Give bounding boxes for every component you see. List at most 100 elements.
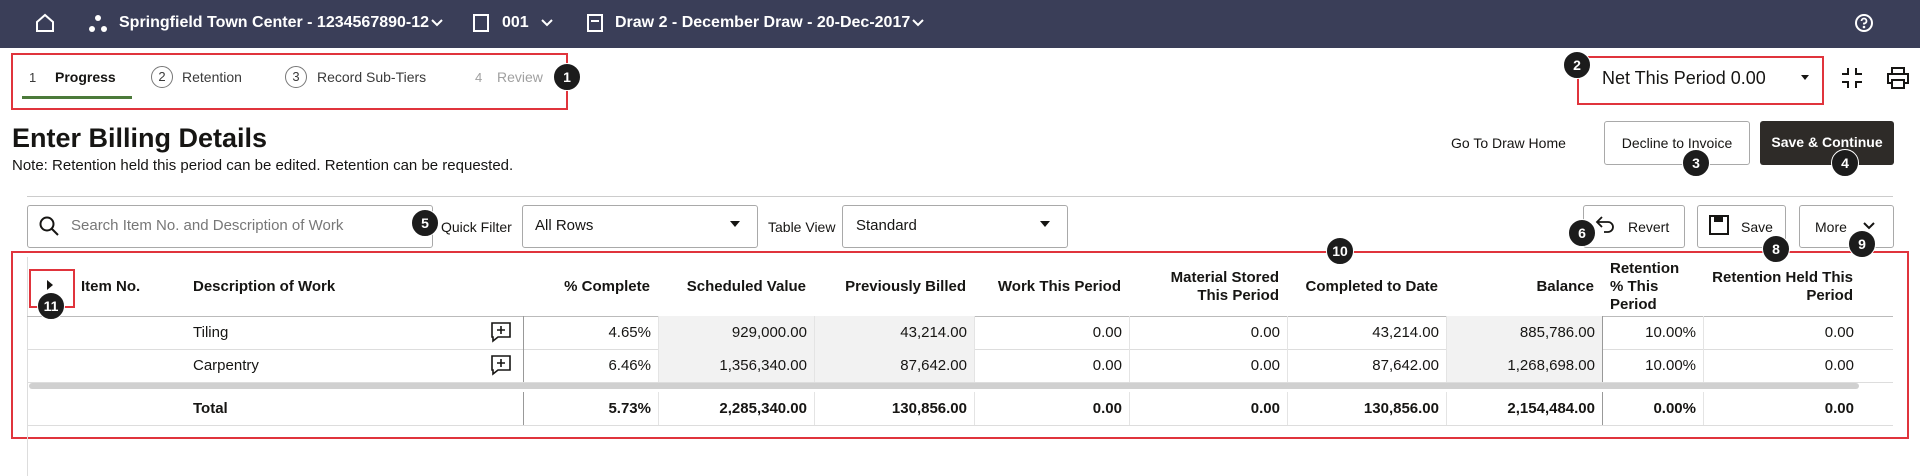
total-label: Total — [193, 400, 228, 417]
cell: 0.00 — [1703, 316, 1862, 349]
divider — [27, 196, 1893, 197]
table-highlight — [11, 251, 1909, 439]
chevron — [1863, 222, 1875, 230]
cell: 4.65% — [523, 316, 659, 349]
collapse-icon[interactable] — [1840, 66, 1864, 90]
save-label: Save — [1741, 219, 1773, 235]
cell: 10.00% — [1602, 349, 1704, 382]
search-icon — [39, 216, 59, 236]
callout: 9 — [1848, 230, 1876, 258]
cell: 885,786.00 — [1446, 316, 1603, 349]
description: Tiling — [193, 324, 229, 341]
callout: 4 — [1831, 149, 1859, 177]
column-header[interactable]: Description of Work — [193, 277, 336, 295]
net-highlight — [1577, 56, 1824, 105]
column-header[interactable]: Previously Billed — [845, 277, 966, 295]
column-header[interactable]: Item No. — [81, 277, 141, 295]
save-button[interactable] — [1697, 205, 1786, 248]
cell: 5.73% — [523, 392, 659, 425]
column-header[interactable]: % Complete — [564, 277, 650, 295]
cell: 2,285,340.00 — [658, 392, 815, 425]
print-icon[interactable] — [1886, 66, 1910, 90]
step-number: 2 — [151, 66, 173, 88]
net-this-period[interactable]: Net This Period 0.00 — [1602, 68, 1766, 88]
step-label: Review — [497, 69, 543, 85]
cell: 0.00 — [1703, 392, 1862, 425]
cell: 0.00 — [974, 316, 1130, 349]
cell: 43,214.00 — [1287, 316, 1447, 349]
search-placeholder: Search Item No. and Description of Work — [71, 217, 344, 234]
scrollbar[interactable] — [29, 383, 1859, 389]
chevron — [541, 19, 553, 27]
caret — [1801, 75, 1809, 80]
column-header[interactable]: Scheduled Value — [686, 277, 806, 295]
step-label[interactable]: Retention — [182, 69, 242, 85]
cell: 87,642.00 — [814, 349, 975, 382]
cell: 130,856.00 — [814, 392, 975, 425]
chevron — [431, 19, 443, 27]
cell: 1,268,698.00 — [1446, 349, 1603, 382]
revert-button[interactable] — [1583, 205, 1685, 248]
more-label: More — [1815, 219, 1847, 235]
cell: 10.00% — [1602, 316, 1704, 349]
active-step-bar — [22, 96, 132, 99]
save-icon — [1709, 215, 1729, 235]
cell: 0.00 — [974, 392, 1130, 425]
callout: 8 — [1762, 235, 1790, 263]
column-header[interactable]: Material Stored This Period — [1170, 268, 1279, 304]
step-label[interactable]: Progress — [55, 69, 116, 85]
quick-filter-label: Quick Filter — [441, 219, 512, 235]
expand-toggle[interactable] — [45, 279, 55, 291]
callout: 1 — [553, 63, 581, 91]
project-selector[interactable]: Springfield Town Center - 1234567890-12 — [119, 14, 430, 31]
table-view-select[interactable] — [842, 205, 1068, 248]
quick-filter-select[interactable] — [522, 205, 758, 248]
home-icon[interactable] — [34, 12, 56, 34]
cell: 6.46% — [523, 349, 659, 382]
doc-icon — [473, 14, 489, 32]
step-number: 4 — [475, 70, 483, 85]
cell: 0.00% — [1602, 392, 1704, 425]
column-header[interactable]: Retention Held This Period — [1712, 268, 1853, 304]
decline-button[interactable]: Decline to Invoice — [1604, 121, 1750, 165]
column-header[interactable]: Completed to Date — [1305, 277, 1438, 295]
table — [27, 257, 1894, 476]
chevron — [912, 19, 924, 27]
more-button[interactable] — [1799, 205, 1894, 248]
cell: 130,856.00 — [1287, 392, 1447, 425]
callout: 2 — [1563, 51, 1591, 79]
column-header[interactable]: Work This Period — [997, 277, 1121, 295]
draw-icon — [587, 14, 603, 32]
go-to-draw-home[interactable]: Go To Draw Home — [1451, 135, 1566, 151]
page-title: Enter Billing Details — [12, 123, 268, 153]
add-comment-icon[interactable] — [490, 354, 512, 376]
cell: 2,154,484.00 — [1446, 392, 1603, 425]
cell: 43,214.00 — [814, 316, 975, 349]
cell: 0.00 — [1703, 349, 1862, 382]
cell: 0.00 — [1129, 392, 1288, 425]
cell: 1,356,340.00 — [658, 349, 815, 382]
save-continue-button[interactable]: Save & Continue — [1760, 121, 1894, 165]
draw-selector[interactable]: Draw 2 - December Draw - 20-Dec-2017 — [615, 14, 911, 31]
revert-label: Revert — [1628, 219, 1670, 235]
help-icon[interactable] — [1854, 13, 1874, 33]
callout: 3 — [1682, 149, 1710, 177]
column-header[interactable]: Retention % This Period — [1610, 259, 1680, 313]
caret — [1040, 221, 1050, 227]
table-view-value: Standard — [856, 217, 917, 234]
step-label[interactable]: Record Sub-Tiers — [317, 69, 427, 85]
commitment-selector[interactable]: 001 — [502, 14, 529, 31]
step-number: 3 — [285, 66, 307, 88]
callout: 5 — [411, 209, 439, 237]
add-comment-icon[interactable] — [490, 321, 512, 343]
cell: 0.00 — [1129, 316, 1288, 349]
page-note: Note: Retention held this period can be … — [12, 157, 514, 174]
callout: 11 — [37, 292, 65, 320]
row-border — [27, 425, 1893, 426]
cell: 87,642.00 — [1287, 349, 1447, 382]
column-header[interactable]: Balance — [1536, 277, 1594, 295]
caret — [730, 221, 740, 227]
cell: 0.00 — [974, 349, 1130, 382]
quick-filter-value: All Rows — [535, 217, 594, 234]
